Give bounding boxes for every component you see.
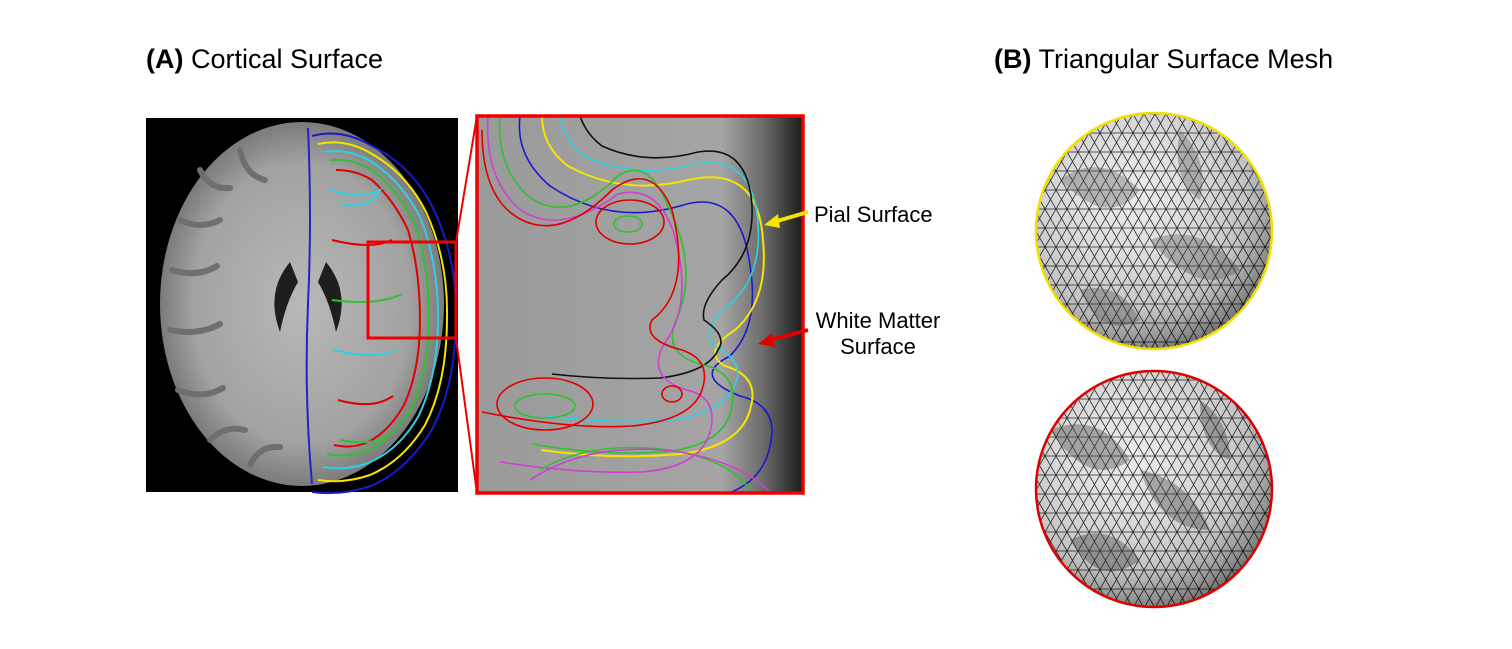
white-matter-mesh-circle (1034, 369, 1274, 609)
zoomed-cortex-view (475, 114, 805, 495)
panel-b-letter: (B) (994, 44, 1032, 74)
pial-mesh-circle (1034, 111, 1274, 351)
zoom-connector-top (455, 115, 478, 243)
panel-b-title: (B) Triangular Surface Mesh (994, 44, 1333, 75)
white-matter-arrow (758, 328, 809, 347)
mri-brain-slice (146, 118, 458, 495)
panel-b-title-text: Triangular Surface Mesh (1038, 44, 1334, 74)
white-matter-surface-label: White Matter Surface (808, 308, 948, 360)
pial-arrow (764, 210, 809, 228)
white-matter-label-line1: White Matter (815, 308, 941, 333)
zoom-connector-bottom (455, 337, 478, 494)
panel-a-title-text: Cortical Surface (191, 44, 384, 74)
panel-a-letter: (A) (146, 44, 184, 74)
white-matter-label-line2: Surface (840, 334, 916, 359)
pial-surface-label: Pial Surface (814, 202, 933, 227)
panel-a-title: (A) Cortical Surface (146, 44, 383, 75)
